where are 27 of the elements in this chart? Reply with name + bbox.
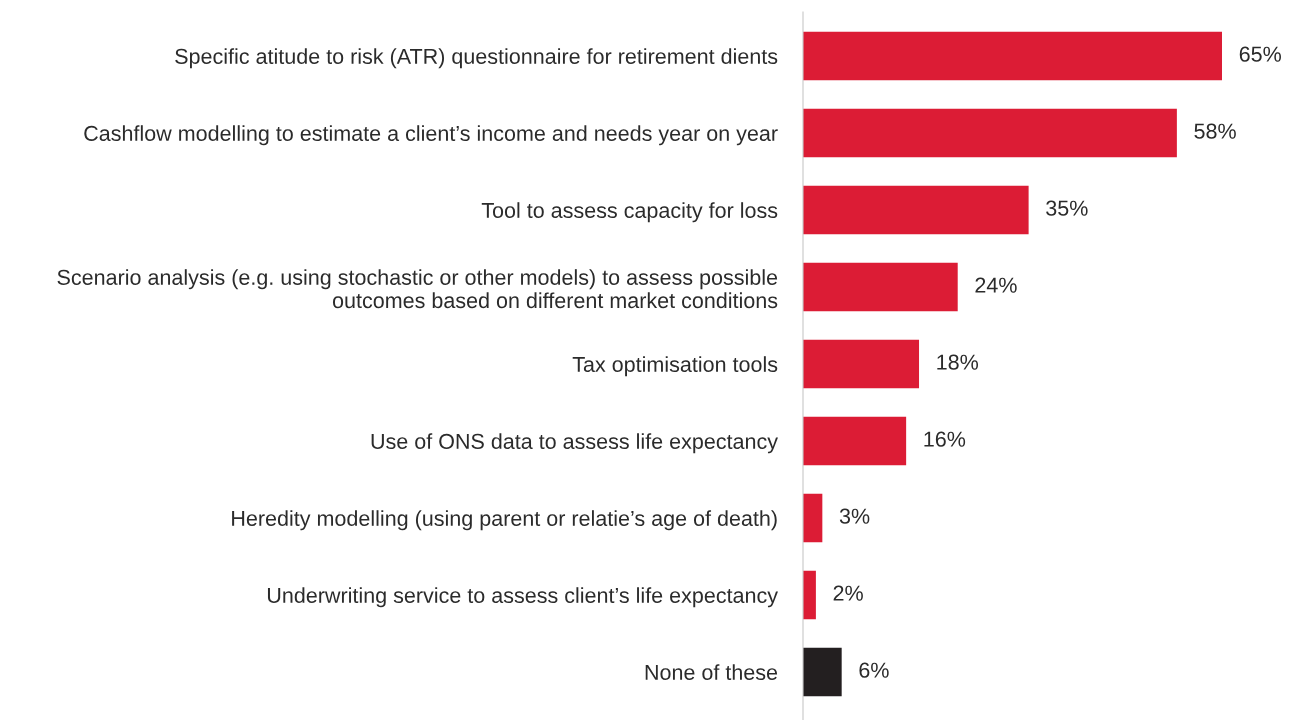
y-tick-label: Heredity modelling (using parent or relatie’s age of death) bbox=[232, 510, 777, 531]
bar bbox=[803, 185, 1029, 235]
bar bbox=[803, 647, 842, 697]
data-label: 65% bbox=[1239, 46, 1281, 62]
data-label: 35% bbox=[1046, 200, 1088, 216]
data-label: 24% bbox=[975, 277, 1017, 293]
y-tick-label: None of these bbox=[645, 664, 778, 681]
y-tick-label: Tax optimisation tools bbox=[572, 356, 778, 377]
data-label: 3% bbox=[839, 508, 870, 524]
data-label: 16% bbox=[924, 431, 966, 447]
y-tick-label: Scenario analysis (e.g. using stochastic or other models) to assess possible outcomes based on different market conditions bbox=[57, 269, 778, 309]
y-tick-label: Underwriting service to assess client’s life expectancy bbox=[267, 587, 778, 608]
bar bbox=[803, 108, 1177, 158]
bar bbox=[803, 570, 816, 620]
data-label: 2% bbox=[833, 585, 863, 601]
bar bbox=[803, 493, 823, 543]
y-tick-label: Use of ONS data to assess life expectancy bbox=[371, 433, 778, 454]
y-tick-label: Specific atitude to risk (ATR) questionnaire for retirement dients bbox=[175, 48, 778, 69]
data-label: 6% bbox=[859, 662, 889, 678]
data-label: 58% bbox=[1194, 123, 1236, 139]
bar bbox=[803, 416, 907, 466]
bar bbox=[803, 262, 958, 312]
bar bbox=[803, 339, 920, 389]
y-tick-label: Cashflow modelling to estimate a client’s income and needs year on year bbox=[84, 125, 778, 146]
y-tick-label: Tool to assess capacity for loss bbox=[481, 202, 778, 223]
bar bbox=[803, 31, 1222, 81]
data-label: 18% bbox=[937, 354, 979, 370]
